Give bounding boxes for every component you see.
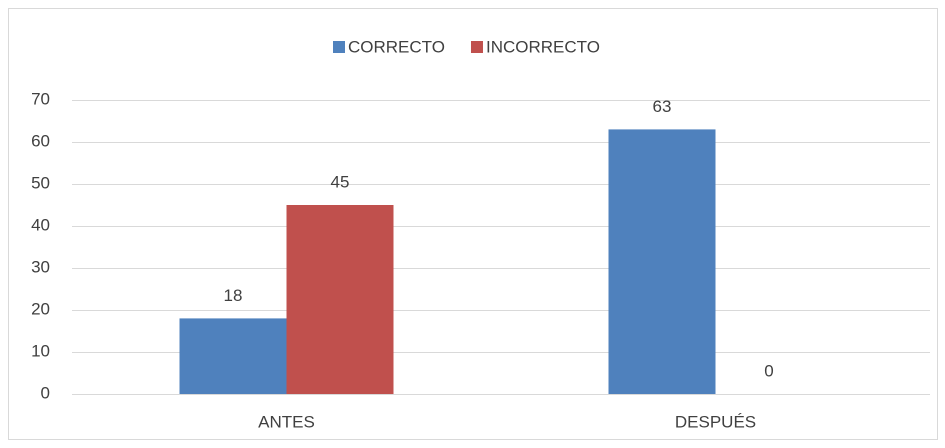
bar [286,205,394,394]
y-tick-label: 30 [31,257,50,276]
bar [608,129,716,394]
x-tick-label: DESPUÉS [675,412,756,431]
legend-label: INCORRECTO [486,37,600,56]
y-tick-label: 40 [31,215,50,234]
y-tick-label: 10 [31,341,50,360]
y-tick-label: 20 [31,299,50,318]
legend-label: CORRECTO [348,37,445,56]
y-tick-label: 60 [31,131,50,150]
data-label: 0 [764,361,773,380]
x-tick-label: ANTES [258,412,315,431]
y-tick-label: 50 [31,173,50,192]
legend-swatch [333,41,345,53]
chart-border [8,8,938,440]
data-label: 45 [331,172,350,191]
data-label: 18 [224,286,243,305]
bar [179,318,287,394]
y-tick-label: 0 [41,383,50,402]
y-tick-label: 70 [31,89,50,108]
data-label: 63 [653,97,672,116]
legend-swatch [470,41,483,53]
